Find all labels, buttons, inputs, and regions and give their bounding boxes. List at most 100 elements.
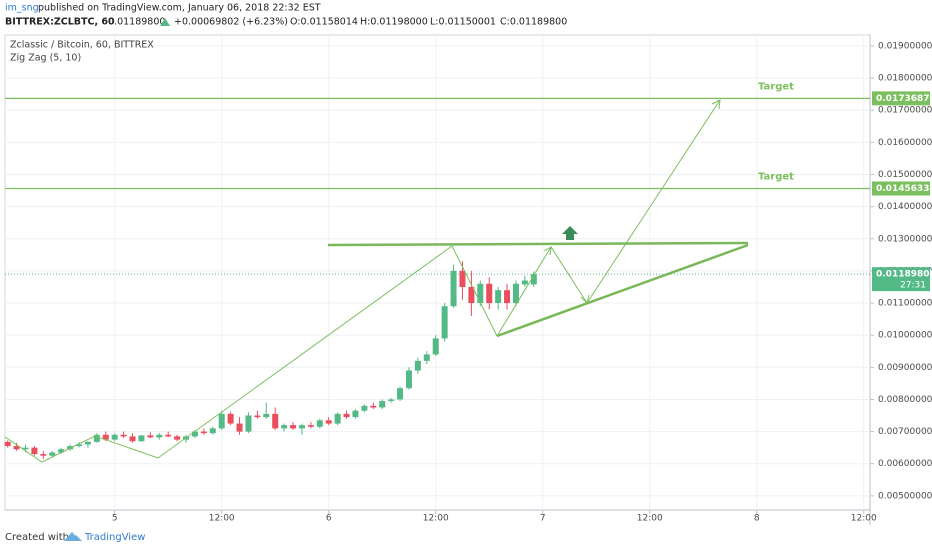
target-text: Target xyxy=(758,172,794,183)
ohlc-value: L:0.01150001 xyxy=(430,17,496,28)
candle-body xyxy=(361,405,368,411)
candle-body xyxy=(236,423,243,432)
candle-body xyxy=(307,425,314,427)
candle-body xyxy=(93,434,100,442)
candle-body xyxy=(263,413,270,418)
candle-body xyxy=(13,446,20,450)
y-tick-label: 0.01600000 xyxy=(878,138,932,148)
x-tick-label: 12:00 xyxy=(209,514,235,524)
target-text: Target xyxy=(758,81,794,92)
candle-body xyxy=(58,449,65,453)
candle-body xyxy=(111,434,118,440)
candle-body xyxy=(486,283,493,304)
candle-body xyxy=(174,436,181,440)
candle-body xyxy=(120,434,127,437)
candle-body xyxy=(4,441,11,447)
drawings xyxy=(4,99,749,463)
candle-body xyxy=(22,447,29,450)
y-tick-label: 0.01500000 xyxy=(878,170,932,180)
candle-body xyxy=(459,270,466,287)
last-price-tag xyxy=(872,267,930,292)
candle-body xyxy=(31,447,38,455)
up-arrow xyxy=(160,18,170,26)
candle-body xyxy=(165,434,172,437)
candle-body xyxy=(352,410,359,418)
candle-body xyxy=(84,441,91,445)
candle-body xyxy=(495,290,502,304)
candle-body xyxy=(209,428,216,434)
footer-brand[interactable]: TradingView xyxy=(84,532,145,543)
last-value: 0.01189800 xyxy=(108,17,165,28)
y-tick-label: 0.00500000 xyxy=(878,491,932,501)
candle-body xyxy=(200,431,207,434)
grid xyxy=(5,35,870,510)
candle-body xyxy=(504,290,511,304)
x-tick-label: 5 xyxy=(112,514,118,524)
ohlc-value: O:0.01158014 xyxy=(290,17,358,28)
candle-body xyxy=(379,401,386,408)
chart-title: Zclassic / Bitcoin, 60, BITTREX xyxy=(10,40,154,51)
candle-body xyxy=(76,444,83,447)
candle-body xyxy=(414,360,421,371)
candle-body xyxy=(325,420,332,424)
y-tick-label: 0.01400000 xyxy=(878,202,932,212)
y-tick-label: 0.00900000 xyxy=(878,363,932,373)
x-tick-label: 12:00 xyxy=(423,514,449,524)
x-tick-label: 7 xyxy=(540,514,546,524)
candle-body xyxy=(102,434,109,440)
candle-body xyxy=(441,306,448,339)
candle-body xyxy=(245,415,252,432)
y-tick-label: 0.01000000 xyxy=(878,331,932,341)
candle-body xyxy=(281,425,288,429)
target-tag-label: 0.01736873 xyxy=(876,94,932,104)
author[interactable]: im_sng xyxy=(5,3,39,14)
candle-body xyxy=(49,452,56,456)
candle-body xyxy=(298,425,305,429)
candle-body xyxy=(343,413,350,418)
ohlc: O:0.01158014 H:0.01198000 L:0.01150001 C:0.… xyxy=(290,17,567,28)
candle-body xyxy=(272,413,279,429)
x-tick-label: 8 xyxy=(754,514,760,524)
y-tick-label: 0.01900000 xyxy=(878,41,932,51)
candle-body xyxy=(432,338,439,355)
candle-body xyxy=(512,283,519,304)
candle-body xyxy=(227,413,234,424)
projection xyxy=(496,99,721,337)
axes: 0.00500000 0.00600000 0.00700000 0.00800000… xyxy=(5,41,932,524)
candle-body xyxy=(397,388,404,400)
y-tick-label: 0.01700000 xyxy=(878,106,932,116)
up-icon xyxy=(562,226,578,240)
ohlc-value: H:0.01198000 xyxy=(360,17,428,28)
x-tick-label: 6 xyxy=(326,514,332,524)
resistance-line xyxy=(327,241,749,247)
candle-body xyxy=(477,283,484,304)
published: published on TradingView.com, January 06… xyxy=(38,3,321,14)
candle-body xyxy=(450,270,457,307)
change: +0.00069802 (+6.23%) xyxy=(174,17,288,28)
candle-body xyxy=(388,399,395,402)
footer-created: Created with xyxy=(5,532,69,543)
candle-body xyxy=(405,370,412,389)
last-price-label: 0.01189800 xyxy=(876,270,932,280)
candle-body xyxy=(334,413,341,424)
candle-body xyxy=(138,435,145,442)
x-tick-label: 12:00 xyxy=(851,514,877,524)
y-tick-label: 0.01800000 xyxy=(878,74,932,84)
target-tag-label: 0.01456337 xyxy=(876,184,932,194)
candle-body xyxy=(156,434,163,438)
candle-body xyxy=(218,413,225,429)
indicator-name: Zig Zag (5, 10) xyxy=(10,53,81,64)
candle-body xyxy=(191,431,198,437)
zigzag xyxy=(4,245,498,463)
candle-body xyxy=(147,435,154,438)
y-tick-label: 0.01100000 xyxy=(878,299,932,309)
candle-body xyxy=(40,454,47,456)
target-tag xyxy=(872,91,930,106)
x-tick-label: 12:00 xyxy=(637,514,663,524)
candle-body xyxy=(370,405,377,408)
candle-body xyxy=(530,274,537,285)
candle-body xyxy=(521,280,528,285)
y-tick-label: 0.00800000 xyxy=(878,395,932,405)
countdown: 27:31 xyxy=(900,281,926,291)
